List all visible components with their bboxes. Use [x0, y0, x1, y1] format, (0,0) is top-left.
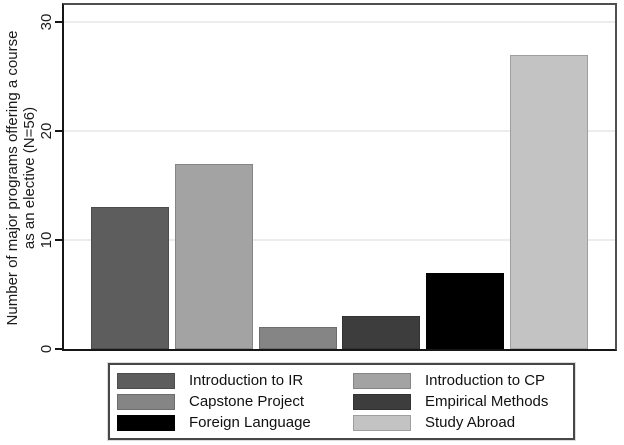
y-tick-mark-0	[55, 348, 63, 350]
legend-item-empirical-methods: Empirical Methods	[353, 393, 569, 410]
legend-swatch-foreign-language	[117, 414, 175, 431]
bar-capstone-project	[258, 327, 337, 349]
y-axis-title-line-1: Number of major programs offering a cour…	[4, 30, 21, 326]
y-tick-label-20: 20	[38, 122, 55, 140]
bar-empirical-methods	[342, 316, 421, 349]
y-tick-label-0: 0	[38, 344, 55, 354]
bar-introduction-to-cp	[174, 163, 253, 349]
legend-swatch-study-abroad	[353, 414, 411, 431]
bar-study-abroad	[509, 55, 588, 349]
plot-area	[62, 3, 617, 351]
legend-item-label: Study Abroad	[425, 414, 516, 431]
legend-swatch-empirical-methods	[353, 393, 411, 410]
gridline-30	[64, 21, 615, 24]
bar-introduction-to-ir	[91, 207, 169, 349]
legend-item-foreign-language: Foreign Language	[117, 414, 353, 431]
gridline-10	[64, 239, 615, 242]
y-tick-label-30: 30	[38, 14, 55, 31]
legend-item-capstone-project: Capstone Project	[117, 393, 353, 410]
legend-item-label: Capstone Project	[189, 393, 305, 410]
legend-item-label: Empirical Methods	[425, 393, 549, 410]
y-tick-mark-20	[55, 130, 63, 133]
legend-item-label: Introduction to CP	[425, 372, 546, 389]
y-tick-mark-30	[55, 21, 63, 24]
legend-swatch-capstone-project	[117, 393, 175, 410]
legend-item-introduction-to-ir: Introduction to IR	[117, 372, 353, 389]
bar-foreign-language	[426, 272, 505, 349]
y-axis-title: Number of major programs offering a cour…	[4, 0, 40, 358]
legend-swatch-introduction-to-cp	[353, 372, 411, 389]
legend-item-label: Introduction to IR	[189, 372, 304, 389]
y-tick-label-10: 10	[38, 231, 55, 249]
legend-swatch-introduction-to-ir	[117, 372, 175, 389]
legend: Introduction to IR Introduction to CP Caps…	[108, 363, 575, 440]
legend-item-study-abroad: Study Abroad	[353, 414, 569, 431]
legend-item-introduction-to-cp: Introduction to CP	[353, 372, 569, 389]
bars-group	[64, 5, 615, 349]
legend-item-label: Foreign Language	[189, 414, 311, 431]
gridline-20	[64, 130, 615, 133]
y-tick-mark-10	[55, 239, 63, 242]
y-axis-title-line-2: as an elective (N=56)	[21, 106, 38, 250]
